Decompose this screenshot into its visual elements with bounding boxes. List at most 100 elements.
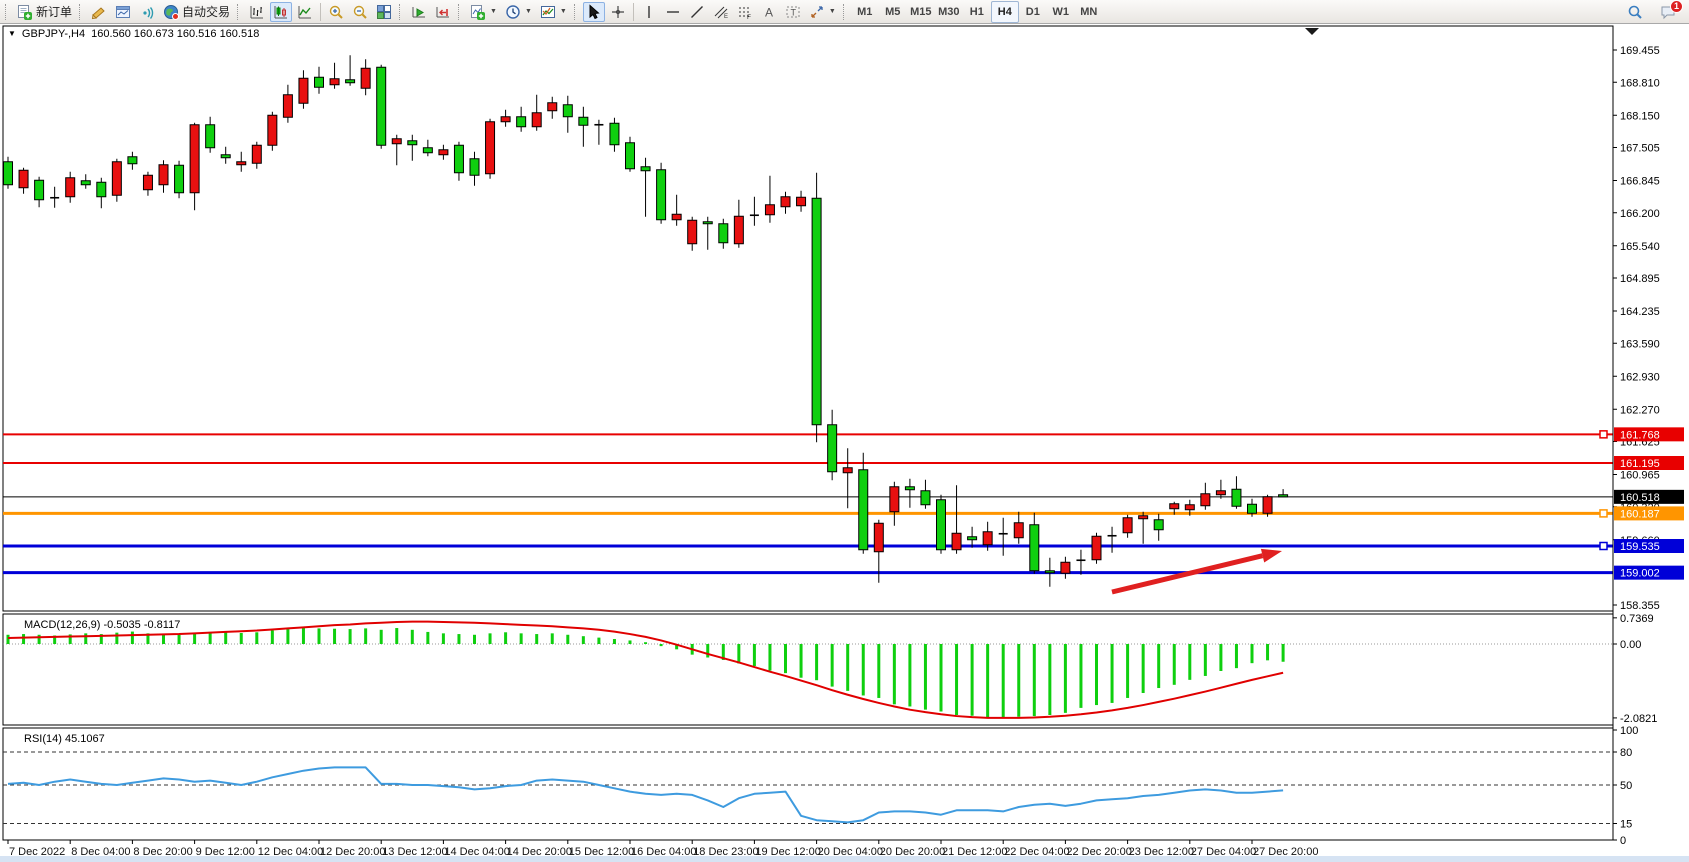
line-chart-button[interactable] [294,2,316,22]
candle [1091,532,1102,564]
horizontal-line-button[interactable] [662,2,684,22]
trendline-button[interactable] [686,2,708,22]
chart-window[interactable]: ▼ GBPJPY-,H4 160.560 160.673 160.516 160… [0,24,1689,858]
search-button[interactable] [1624,2,1646,22]
rsi-tick-label: 80 [1620,747,1632,759]
price-label-badge [1614,506,1684,521]
autotrading-button[interactable]: 自动交易 [160,2,233,22]
rsi-panel[interactable] [2,727,1614,841]
chart-shift-marker-icon[interactable] [1305,28,1319,35]
candle [702,216,713,250]
candle [376,64,387,149]
candle [1107,526,1117,553]
toolbar-grip [573,3,578,20]
price-tick-label: 169.455 [1620,45,1660,57]
zoom-out-button[interactable] [349,2,371,22]
time-axis[interactable]: 7 Dec 2022 8 Dec 04:00 8 Dec 20:00 9 Dec 12… [7,840,1318,858]
candle [1138,511,1149,544]
macd-signal-line [7,620,1284,719]
candle [687,216,698,251]
new-order-button[interactable]: 新订单 [14,2,75,22]
candle [1029,512,1040,574]
candle [1231,476,1242,509]
ohlc-values: 160.560 160.673 160.516 160.518 [91,28,260,40]
cursor-button[interactable] [582,1,605,22]
price-tick-label: 168.150 [1620,110,1660,122]
caret-down-icon[interactable]: ▼ [524,8,532,15]
timeframe-m30-button[interactable]: M30 [938,5,960,18]
candle [858,452,869,554]
trend-arrow-head-icon[interactable] [1260,548,1282,563]
candle [50,186,60,208]
search-icon [1628,5,1642,19]
timeframe-d1-button[interactable]: D1 [1025,5,1040,18]
arrows-button[interactable]: ▼ [806,2,839,22]
price-tick-label: 167.505 [1620,143,1660,155]
candle [578,106,589,147]
rsi-tick-label: 100 [1620,725,1638,737]
notifications-button[interactable]: 1 [1657,0,1683,22]
time-tick-label: 8 Dec 20:00 [133,846,192,856]
text-label-button[interactable]: T [782,2,804,22]
zoom-in-icon [329,5,343,19]
zoom-in-button[interactable] [325,2,347,22]
time-tick-label: 27 Dec 20:00 [1253,846,1318,856]
fibo-icon: F [738,7,751,20]
candle [142,171,153,196]
timeframe-w1-button[interactable]: W1 [1052,5,1070,18]
chart-shift-button[interactable] [432,2,454,22]
crosshair-button[interactable] [607,2,629,22]
new-chart-button[interactable] [88,2,110,22]
timeframe-m5-button[interactable]: M5 [885,5,901,18]
indicators-button[interactable]: ▼ [467,2,500,22]
caret-down-icon[interactable]: ▼ [828,8,836,15]
candle [407,134,418,161]
globe-icon [164,4,180,20]
market-watch-button[interactable] [136,2,158,22]
time-tick-label: 21 Dec 12:00 [942,846,1007,856]
trend-arrow[interactable] [1111,553,1264,595]
templates-button[interactable]: ▼ [537,2,570,22]
timeframe-h4-button[interactable]: H4 [990,0,1019,23]
autoscroll-icon [412,6,426,17]
candle [671,194,682,226]
text-button[interactable]: A [758,2,780,22]
candle [811,172,822,443]
indicator-add-icon [471,4,486,20]
tile-windows-button[interactable] [373,2,395,22]
candle [1076,549,1086,575]
timeframe-m15-button[interactable]: M15 [910,5,932,18]
price-tick-label: 166.845 [1620,176,1660,188]
vertical-line-button[interactable] [638,2,660,22]
main-panel[interactable] [2,25,1614,612]
auto-scroll-button[interactable] [408,2,430,22]
periods-button[interactable]: ▼ [502,2,535,22]
timeframe-m1-button[interactable]: M1 [857,5,873,18]
dropdown-triangle-icon[interactable]: ▼ [8,29,16,38]
timeframe-h1-button[interactable]: H1 [969,5,984,18]
candle [236,151,247,172]
time-tick-label: 14 Dec 20:00 [507,846,572,856]
price-label-text: 161.195 [1620,458,1660,470]
chart-windows-button[interactable] [112,2,134,22]
price-axis[interactable]: 169.455 168.810 168.150 167.505 166.845 166.2… [1612,26,1684,840]
candle [936,494,946,554]
caret-down-icon[interactable]: ▼ [559,8,567,15]
equidistant-channel-button[interactable]: E [710,2,732,22]
line-handle-icon[interactable] [1599,430,1608,439]
bar-chart-button[interactable] [246,2,268,22]
line-handle-icon[interactable] [1599,509,1608,518]
candle [609,117,620,152]
candle [34,176,45,208]
svg-text:T: T [790,7,796,17]
line-handle-icon[interactable] [1599,541,1608,551]
caret-down-icon[interactable]: ▼ [490,8,497,15]
time-tick-label: 20 Dec 20:00 [880,846,945,856]
candle-chart-button[interactable] [270,1,293,22]
chart-canvas[interactable]: 169.455 168.810 168.150 167.505 166.845 166.2… [0,24,1689,858]
candle [127,151,138,170]
candle [1060,556,1071,579]
fibonacci-button[interactable]: F [734,2,756,22]
timeframe-mn-button[interactable]: MN [1080,5,1098,18]
candle [1013,511,1024,544]
